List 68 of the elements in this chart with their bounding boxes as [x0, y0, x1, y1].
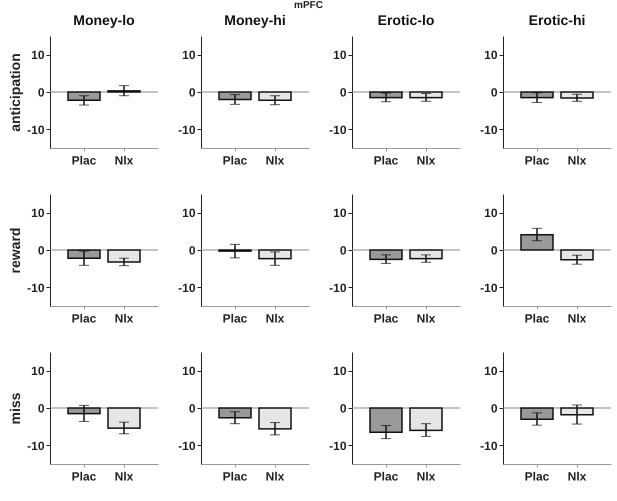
y-tick-label: 0: [188, 86, 196, 100]
y-tick-label: 10: [31, 48, 45, 62]
y-tick-label: -10: [329, 280, 347, 295]
y-tick-label: -10: [480, 122, 498, 137]
y-tick-label: -10: [480, 280, 498, 295]
x-tick-label: Plac: [524, 470, 550, 484]
y-tick-label: 10: [182, 48, 196, 62]
x-tick-label: Nlx: [416, 312, 436, 326]
y-tick-label: 0: [490, 402, 498, 416]
y-tick-label: 10: [333, 48, 347, 62]
y-tick-label: 0: [340, 244, 347, 258]
y-tick-label: 0: [38, 244, 45, 258]
y-tick-label: 10: [484, 206, 498, 220]
y-axis-title: reward: [7, 228, 24, 274]
y-tick-label: 10: [333, 206, 347, 220]
y-axis-title: anticipation: [7, 53, 24, 132]
x-tick-label: Plac: [524, 154, 550, 168]
x-tick-label: Plac: [72, 470, 97, 484]
x-tick-label: Plac: [374, 312, 399, 326]
y-tick-label: 10: [484, 48, 498, 62]
y-axis-title: miss: [7, 392, 24, 424]
chart-title: Money-lo: [73, 12, 135, 28]
x-tick-label: Plac: [374, 154, 399, 168]
y-tick-label: 0: [188, 244, 196, 258]
x-tick-label: Plac: [222, 154, 248, 168]
y-tick-label: 10: [31, 364, 45, 378]
y-tick-label: 0: [38, 402, 45, 416]
x-tick-label: Nlx: [266, 312, 285, 326]
x-tick-label: Plac: [222, 470, 248, 484]
y-tick-label: -10: [27, 280, 45, 295]
y-tick-label: 0: [490, 244, 498, 258]
text: mPFC: [293, 0, 324, 11]
x-tick-label: Nlx: [114, 154, 134, 168]
x-tick-label: Nlx: [416, 470, 436, 484]
y-tick-label: 0: [340, 402, 347, 416]
x-tick-label: Plac: [374, 470, 399, 484]
x-tick-label: Nlx: [114, 312, 134, 326]
chart-title: Erotic-lo: [378, 12, 434, 28]
x-tick-label: Nlx: [568, 312, 587, 326]
x-tick-label: Nlx: [266, 154, 285, 168]
x-tick-label: Nlx: [416, 154, 436, 168]
x-tick-label: Nlx: [114, 470, 134, 484]
x-tick-label: Plac: [72, 312, 97, 326]
y-tick-label: 0: [188, 402, 196, 416]
y-tick-label: -10: [329, 438, 347, 453]
x-tick-label: Nlx: [568, 470, 587, 484]
chart-title: Erotic-hi: [528, 12, 586, 28]
y-tick-label: 10: [333, 364, 347, 378]
x-tick-label: Nlx: [266, 470, 285, 484]
y-tick-label: -10: [27, 438, 45, 453]
y-tick-label: 10: [31, 206, 45, 220]
x-tick-label: Plac: [72, 154, 97, 168]
y-tick-label: -10: [178, 280, 196, 295]
y-tick-label: 10: [484, 364, 498, 378]
y-tick-label: -10: [27, 122, 45, 137]
y-tick-label: -10: [329, 122, 347, 137]
x-tick-label: Nlx: [568, 154, 587, 168]
y-tick-label: 0: [38, 86, 45, 100]
x-tick-label: Plac: [524, 312, 550, 326]
y-tick-label: 0: [340, 86, 347, 100]
y-tick-label: -10: [178, 122, 196, 137]
chart-title: Money-hi: [224, 12, 286, 28]
y-tick-label: -10: [178, 438, 196, 453]
x-tick-label: Plac: [222, 312, 248, 326]
y-tick-label: 10: [182, 364, 196, 378]
y-tick-label: 0: [490, 86, 498, 100]
y-tick-label: -10: [480, 438, 498, 453]
y-tick-label: 10: [182, 206, 196, 220]
